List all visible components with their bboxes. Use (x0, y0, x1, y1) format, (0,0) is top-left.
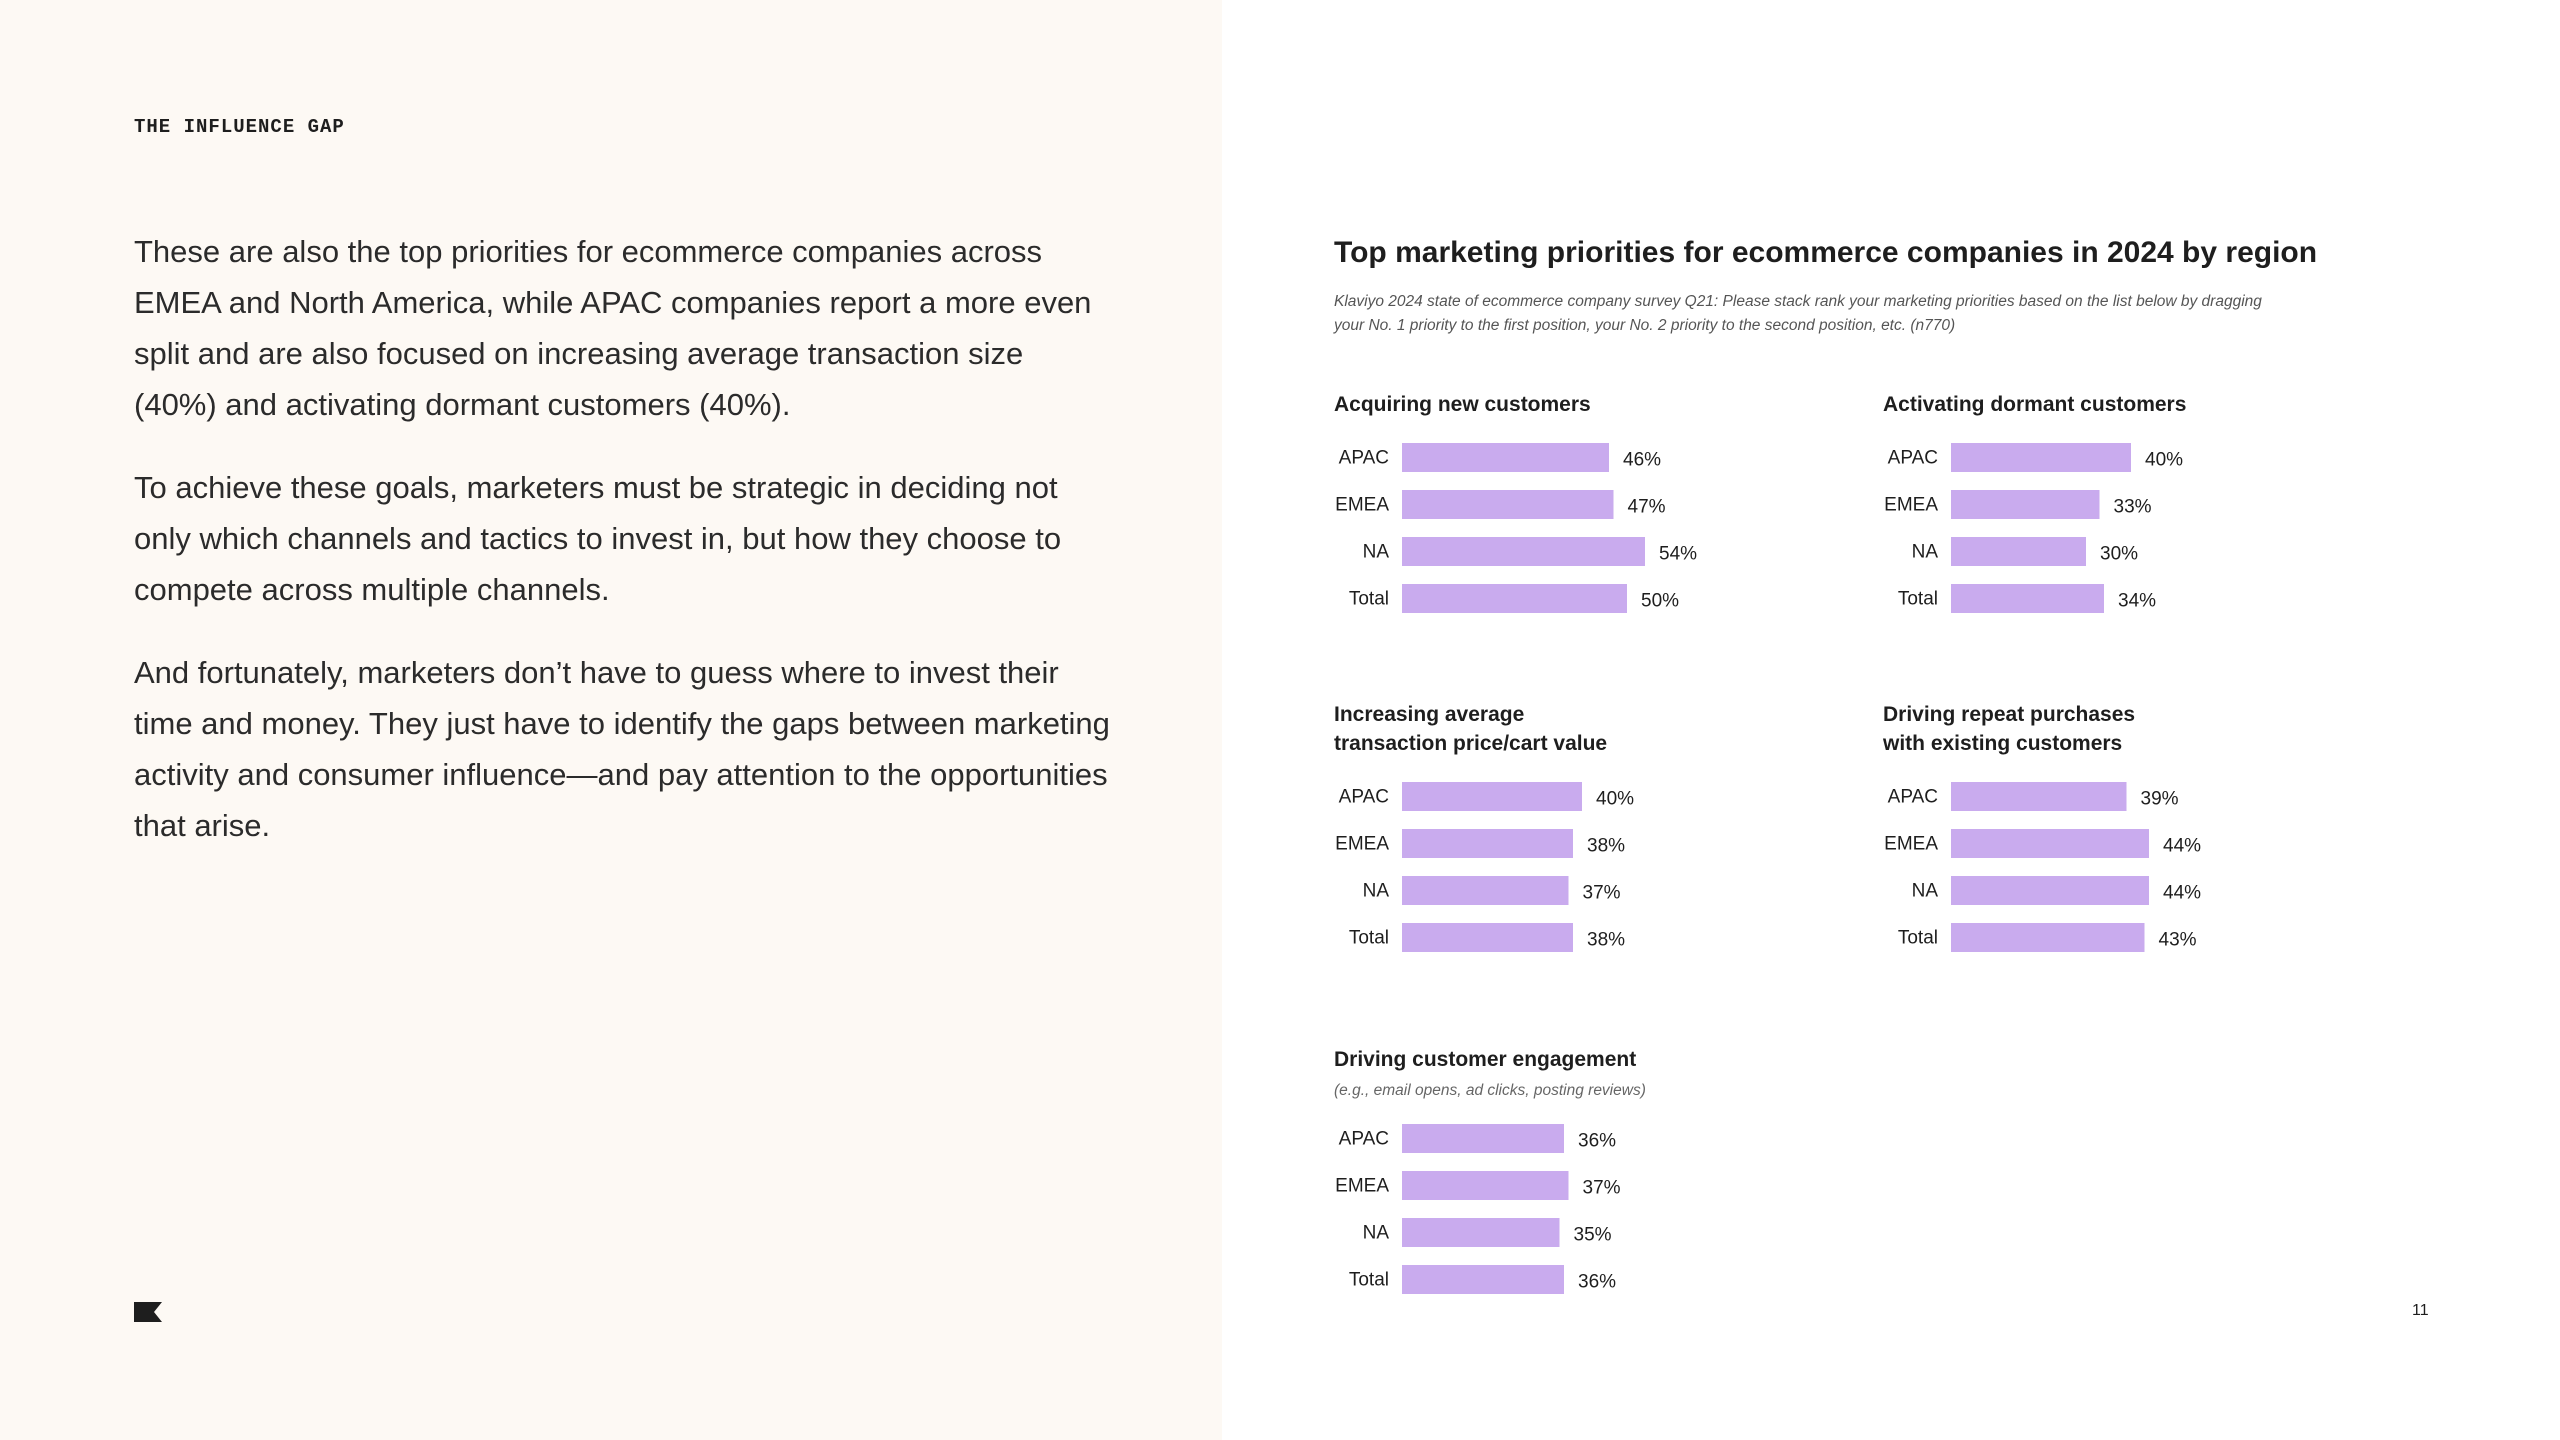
bar-total (1951, 584, 2104, 613)
category-label-total: Total (1349, 928, 1389, 949)
value-label-na: 30% (2100, 544, 2138, 565)
bar-chart-svg: APAC 36% EMEA 37% NA 35% Total 36% (1335, 1124, 1621, 1294)
category-label-emea: EMEA (1335, 834, 1389, 855)
category-label-apac: APAC (1888, 448, 1938, 469)
bar-emea (1402, 1171, 1569, 1200)
bar-total (1402, 1265, 1564, 1294)
bar-na (1402, 876, 1569, 905)
value-label-apac: 46% (1623, 450, 1661, 471)
value-label-total: 38% (1587, 930, 1625, 951)
body-text: These are also the top priorities for ec… (134, 226, 1114, 883)
value-label-total: 50% (1641, 591, 1679, 612)
chart-panel-activating: Activating dormant customers APAC 40% EMEA… (1883, 390, 2403, 633)
chart-panel-transaction-value: Increasing average transaction price/car… (1334, 700, 1854, 972)
value-label-apac: 40% (2145, 450, 2183, 471)
panel-title: Acquiring new customers (1334, 393, 1591, 416)
chart-panel-acquiring: Acquiring new customers APAC 46% EMEA 47% NA… (1334, 390, 1854, 633)
paragraph-3: And fortunately, marketers don’t have to… (134, 655, 1110, 843)
category-label-emea: EMEA (1884, 495, 1938, 516)
bar-apac (1402, 1124, 1564, 1153)
value-label-emea: 44% (2163, 836, 2201, 857)
paragraph-1: These are also the top priorities for ec… (134, 234, 1092, 422)
category-label-emea: EMEA (1335, 495, 1389, 516)
value-label-emea: 47% (1628, 497, 1666, 518)
panel-title: Increasing average transaction price/car… (1334, 703, 1608, 755)
section-label: THE INFLUENCE GAP (134, 116, 345, 138)
bar-emea (1951, 829, 2149, 858)
bar-emea (1402, 490, 1614, 519)
bar-chart-svg: APAC 40% EMEA 38% NA 37% Total 38% (1335, 782, 1634, 952)
bar-na (1402, 537, 1645, 566)
category-label-apac: APAC (1339, 448, 1389, 469)
category-label-na: NA (1363, 881, 1390, 902)
value-label-total: 34% (2118, 591, 2156, 612)
value-label-total: 36% (1578, 1272, 1616, 1293)
value-label-apac: 40% (1596, 789, 1634, 810)
chart-source-note: Klaviyo 2024 state of ecommerce company … (1334, 293, 2262, 334)
category-label-apac: APAC (1339, 787, 1389, 808)
paragraph-2: To achieve these goals, marketers must b… (134, 470, 1062, 607)
page-number: 11 (2412, 1302, 2429, 1319)
category-label-total: Total (1898, 928, 1938, 949)
value-label-total: 43% (2159, 930, 2197, 951)
category-label-total: Total (1349, 589, 1389, 610)
bar-chart-svg: APAC 40% EMEA 33% NA 30% Total 34% (1884, 443, 2183, 613)
bar-chart-svg: APAC 46% EMEA 47% NA 54% Total 50% (1335, 443, 1697, 613)
category-label-na: NA (1363, 542, 1390, 563)
value-label-apac: 36% (1578, 1131, 1616, 1152)
chart-panel-repeat-purchases: Driving repeat purchases with existing c… (1883, 700, 2403, 972)
panel-subtitle: (e.g., email opens, ad clicks, posting r… (1334, 1082, 1646, 1099)
panel-title: Driving repeat purchases with existing c… (1883, 703, 2136, 755)
value-label-emea: 33% (2114, 497, 2152, 518)
bar-emea (1402, 829, 1573, 858)
category-label-emea: EMEA (1884, 834, 1938, 855)
category-label-apac: APAC (1339, 1129, 1389, 1150)
category-label-total: Total (1349, 1270, 1389, 1291)
klaviyo-logo-icon (134, 1302, 162, 1322)
bar-apac (1402, 782, 1582, 811)
value-label-emea: 38% (1587, 836, 1625, 857)
bar-na (1402, 1218, 1560, 1247)
value-label-na: 54% (1659, 544, 1697, 565)
bar-apac (1951, 443, 2131, 472)
value-label-na: 37% (1583, 883, 1621, 904)
bar-total (1402, 584, 1627, 613)
chart-panel-engagement: Driving customer engagement (e.g., email… (1334, 1045, 1854, 1314)
bar-total (1402, 923, 1573, 952)
value-label-emea: 37% (1583, 1178, 1621, 1199)
bar-apac (1402, 443, 1609, 472)
bar-na (1951, 876, 2149, 905)
value-label-na: 44% (2163, 883, 2201, 904)
category-label-na: NA (1912, 881, 1939, 902)
category-label-emea: EMEA (1335, 1176, 1389, 1197)
panel-title: Activating dormant customers (1883, 393, 2187, 416)
category-label-na: NA (1363, 1223, 1390, 1244)
bar-emea (1951, 490, 2100, 519)
bar-total (1951, 923, 2145, 952)
chart-title: Top marketing priorities for ecommerce c… (1334, 236, 2318, 269)
left-panel (0, 0, 1222, 1440)
bar-na (1951, 537, 2086, 566)
value-label-apac: 39% (2141, 789, 2179, 810)
category-label-na: NA (1912, 542, 1939, 563)
category-label-total: Total (1898, 589, 1938, 610)
bar-chart-svg: APAC 39% EMEA 44% NA 44% Total 43% (1884, 782, 2201, 952)
panel-title: Driving customer engagement (1334, 1048, 1637, 1071)
value-label-na: 35% (1574, 1225, 1612, 1246)
category-label-apac: APAC (1888, 787, 1938, 808)
bar-apac (1951, 782, 2127, 811)
